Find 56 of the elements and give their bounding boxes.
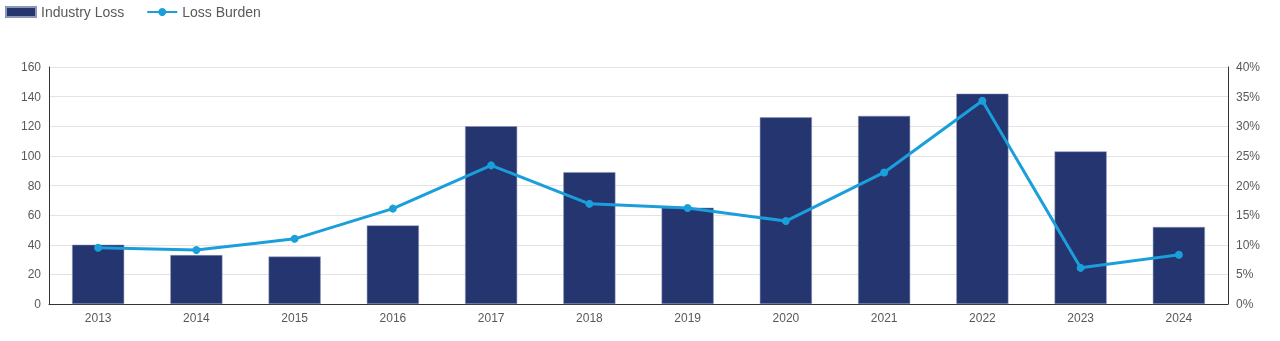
bar: [956, 93, 1009, 304]
point: [978, 96, 987, 105]
x-tick-label: 2023: [1067, 311, 1095, 325]
bar: [268, 256, 321, 304]
x-tick-label: 2013: [84, 311, 112, 325]
bar: [366, 225, 419, 304]
bar: [72, 244, 125, 304]
point: [781, 217, 790, 226]
point: [487, 161, 496, 170]
y2-tick-label: 15%: [1236, 208, 1261, 223]
bar: [661, 207, 714, 304]
y-tick-label: 20: [27, 267, 42, 282]
y-tick-label: 80: [27, 178, 42, 193]
x-tick-label: 2021: [870, 311, 898, 325]
x-tick-label: 2016: [379, 311, 407, 325]
point: [1174, 250, 1183, 259]
bar: [563, 172, 616, 304]
y2-tick-label: 40%: [1236, 60, 1261, 74]
x-tick-label: 2024: [1165, 311, 1193, 325]
y2-tick-label: 25%: [1236, 148, 1261, 163]
x-tick-label: 2014: [183, 311, 211, 325]
bar: [170, 255, 223, 304]
y2-tick-label: 10%: [1236, 237, 1261, 252]
bar: [1152, 226, 1205, 304]
point: [388, 204, 397, 213]
x-tick-label: 2018: [576, 311, 604, 325]
point: [585, 199, 594, 208]
y-tick-label: 60: [27, 208, 42, 223]
point: [880, 168, 889, 177]
y-tick-label: 140: [20, 89, 42, 104]
point: [290, 234, 299, 243]
y-tick-label: 120: [20, 119, 42, 134]
y-tick-label: 0: [34, 297, 42, 311]
y2-tick-label: 5%: [1236, 267, 1254, 282]
y2-tick-label: 0%: [1236, 297, 1254, 311]
x-tick-label: 2022: [969, 311, 997, 325]
point: [94, 243, 103, 252]
y-tick-label: 40: [27, 237, 42, 252]
y2-tick-label: 35%: [1236, 89, 1261, 104]
point: [683, 204, 692, 213]
point: [1076, 263, 1085, 272]
legend-label: Loss Burden: [182, 4, 261, 20]
bar: [465, 126, 518, 304]
x-tick-label: 2019: [674, 311, 702, 325]
x-tick-label: 2015: [281, 311, 309, 325]
y2-tick-label: 30%: [1236, 119, 1261, 134]
x-tick-label: 2020: [772, 311, 800, 325]
point: [192, 246, 201, 255]
y2-tick-label: 20%: [1236, 178, 1261, 193]
x-tick-label: 2017: [477, 311, 505, 325]
bar: [1054, 151, 1107, 304]
y-tick-label: 100: [20, 148, 42, 163]
bar: [858, 115, 911, 304]
bar: [759, 117, 812, 304]
y-tick-label: 160: [20, 60, 42, 74]
legend-label: Industry Loss: [41, 4, 125, 20]
